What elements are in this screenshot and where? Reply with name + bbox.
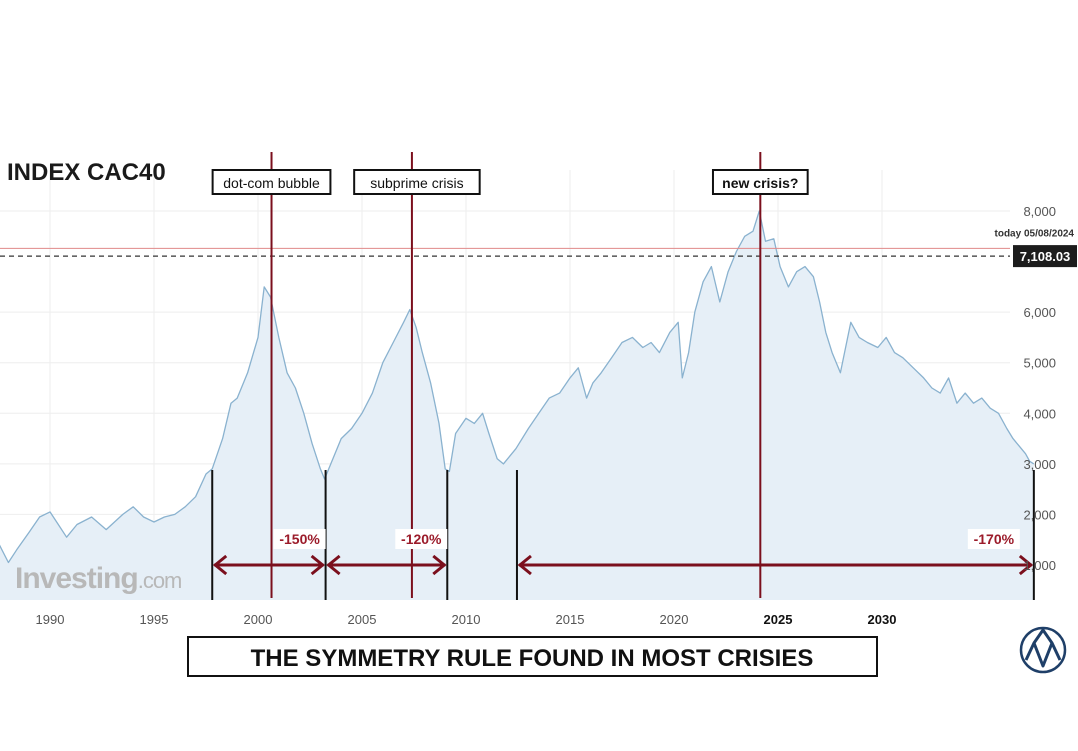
chart-title: INDEX CAC40 — [7, 159, 166, 186]
investing-watermark: Investing.com — [15, 562, 181, 595]
range-arrowhead-left-0 — [212, 554, 228, 576]
y-tick-label-3000: 3,000 — [1023, 457, 1056, 472]
triangle-peak-logo-icon — [1019, 626, 1067, 674]
y-tick-label-5000: 5,000 — [1023, 356, 1056, 371]
x-tick-label-2020: 2020 — [660, 612, 689, 627]
series-line — [0, 210, 1035, 564]
watermark-domain: .com — [138, 568, 182, 593]
event-markers: dot-com bubble subprime crisis new crisis? — [211, 152, 809, 598]
y-tick-label-4000: 4,000 — [1023, 406, 1056, 421]
range-arrowhead-left-1 — [326, 554, 341, 576]
x-tick-label-2025: 2025 — [764, 612, 793, 627]
range-label-bg-0 — [273, 529, 326, 549]
range-arrowhead-right-2 — [1018, 554, 1034, 576]
footer-banner: THE SYMMETRY RULE FOUND IN MOST CRISIES — [187, 636, 878, 677]
x-tick-label-1995: 1995 — [140, 612, 169, 627]
range-label-bg-2 — [967, 529, 1020, 549]
series-area — [0, 211, 1034, 600]
watermark: Investing.com — [15, 562, 182, 595]
range-label-0: -150% — [279, 531, 320, 547]
x-tick-label-2030: 2030 — [868, 612, 897, 627]
current-value-badge — [1013, 245, 1077, 268]
y-tick-label-8000: 8,000 — [1023, 204, 1056, 219]
footer-text: THE SYMMETRY RULE FOUND IN MOST CRISIES — [251, 645, 814, 672]
range-label-2: -170% — [974, 531, 1015, 547]
current-value-label: 7,108.03 — [1020, 249, 1071, 264]
x-tick-label-2000: 2000 — [244, 612, 273, 627]
axes: 1,000 2,000 3,000 4,000 5,000 6,000 8,000 1990 1… — [36, 204, 1056, 627]
range-arrowhead-right-1 — [432, 554, 447, 576]
event-label-2: new crisis? — [722, 175, 798, 191]
event-label-1: subprime crisis — [370, 175, 463, 191]
today-label: today 05/08/2024 — [995, 228, 1075, 239]
event-label-box-1 — [353, 169, 481, 195]
x-tick-label-2015: 2015 — [556, 612, 585, 627]
event-label-box-2 — [711, 169, 809, 195]
y-tick-label-2000: 2,000 — [1023, 507, 1056, 522]
event-label-box-0 — [211, 169, 332, 195]
y-tick-label-6000: 6,000 — [1023, 305, 1056, 320]
watermark-brand: Investing — [15, 562, 138, 595]
area-layer — [0, 210, 1035, 600]
y-tick-label-1000: 1,000 — [1023, 558, 1056, 573]
reference-lines: today 05/08/2024 7,108.03 — [0, 228, 1077, 268]
x-tick-label-2010: 2010 — [452, 612, 481, 627]
x-tick-label-1990: 1990 — [36, 612, 65, 627]
symmetry-ranges: -150% -120% -170% — [211, 470, 1035, 600]
range-label-bg-1 — [395, 529, 448, 549]
range-arrowhead-right-0 — [310, 554, 325, 576]
range-label-1: -120% — [401, 531, 442, 547]
event-label-0: dot-com bubble — [223, 175, 320, 191]
x-tick-label-2005: 2005 — [348, 612, 377, 627]
range-arrowhead-left-2 — [517, 554, 532, 576]
